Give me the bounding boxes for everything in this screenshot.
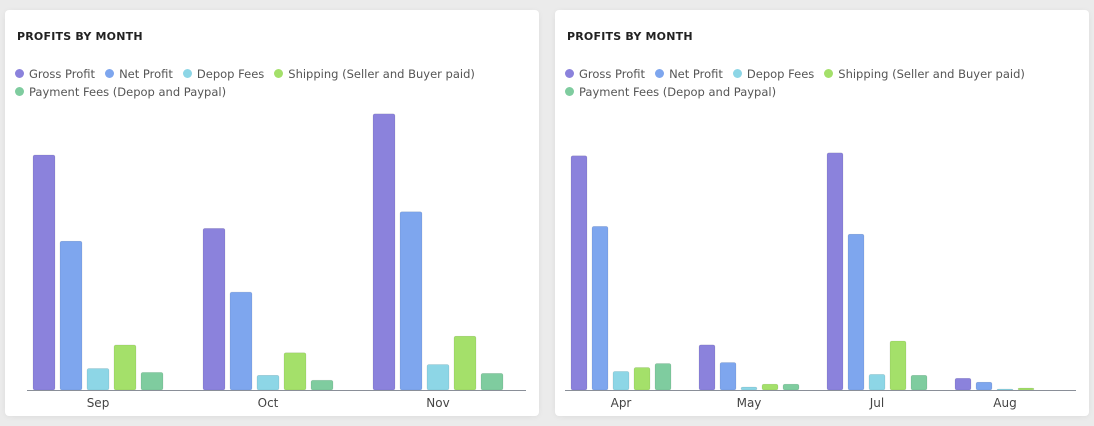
bar-net-profit-oct[interactable] [229,291,253,391]
bar-shipping-seller-and-buyer-paid-nov[interactable] [453,335,477,391]
bar-shipping-seller-and-buyer-paid-aug[interactable] [1017,387,1035,391]
bar-shipping-seller-and-buyer-paid-apr[interactable] [633,367,651,391]
chart-title: PROFITS BY MONTH [17,30,143,43]
bar-depop-fees-aug[interactable] [996,388,1014,391]
legend-item-gross-profit[interactable]: Gross Profit [565,66,645,81]
bar-gross-profit-may[interactable] [698,344,716,391]
bar-payment-fees-depop-and-paypal-may[interactable] [782,383,800,391]
x-tick-label: Apr [611,396,632,410]
bar-shipping-seller-and-buyer-paid-jul[interactable] [889,340,907,391]
bar-net-profit-may[interactable] [719,362,737,391]
bar-net-profit-aug[interactable] [975,381,993,391]
bar-net-profit-jul[interactable] [847,233,865,391]
bar-depop-fees-oct[interactable] [256,375,280,391]
chart-title: PROFITS BY MONTH [567,30,693,43]
legend-swatch [565,69,574,78]
legend-item-gross-profit[interactable]: Gross Profit [15,66,95,81]
bar-payment-fees-depop-and-paypal-nov[interactable] [480,373,504,391]
bar-payment-fees-depop-and-paypal-oct[interactable] [310,379,334,391]
legend-label: Net Profit [669,66,723,81]
legend-swatch [732,69,742,78]
bar-net-profit-apr[interactable] [591,226,609,391]
bar-net-profit-nov[interactable] [399,211,423,391]
legend-item-depop-fees[interactable]: Depop Fees [732,66,815,81]
legend-swatch [824,69,834,78]
bar-shipping-seller-and-buyer-paid-may[interactable] [761,383,779,391]
bar-shipping-seller-and-buyer-paid-sep[interactable] [113,344,137,391]
chart-panel-left: PROFITS BY MONTH Gross Profit Net Profit D… [5,10,539,416]
x-tick-label: Oct [258,396,279,410]
bar-depop-fees-sep[interactable] [86,368,110,391]
legend-label: Payment Fees (Depop and Paypal) [579,84,777,99]
chart-panel-right: PROFITS BY MONTH Gross Profit Net Profit D… [555,10,1089,416]
x-tick-label: May [737,396,762,410]
chart-legend: Gross Profit Net Profit Depop Fees Shipping… [15,66,520,99]
legend-label: Shipping (Seller and Buyer paid) [288,66,475,81]
legend-label: Shipping (Seller and Buyer paid) [838,66,1025,81]
legend-label: Net Profit [119,66,173,81]
bar-depop-fees-nov[interactable] [426,364,450,391]
bar-chart-plot: Sep Oct Nov [27,113,526,410]
x-tick-label: Aug [993,396,1016,410]
bar-depop-fees-may[interactable] [740,386,758,391]
bar-gross-profit-oct[interactable] [202,228,226,391]
legend-label: Gross Profit [579,66,646,81]
legend-item-payment-fees-depop-and-paypal[interactable]: Payment Fees (Depop and Paypal) [15,84,226,99]
bar-payment-fees-depop-and-paypal-apr[interactable] [654,363,672,391]
legend-label: Depop Fees [746,66,815,81]
legend-swatch [655,69,665,78]
legend-item-depop-fees[interactable]: Depop Fees [182,66,265,81]
bar-payment-fees-depop-and-paypal-jul[interactable] [910,374,928,391]
bar-net-profit-sep[interactable] [59,240,83,391]
legend-swatch [274,69,284,78]
legend-item-net-profit[interactable]: Net Profit [105,66,173,81]
legend-item-shipping-seller-and-buyer-paid[interactable]: Shipping (Seller and Buyer paid) [824,66,1025,81]
legend-item-net-profit[interactable]: Net Profit [655,66,723,81]
legend-label: Gross Profit [29,66,96,81]
bar-depop-fees-jul[interactable] [868,374,886,391]
bar-gross-profit-nov[interactable] [372,113,396,391]
legend-swatch [182,69,192,78]
bar-gross-profit-apr[interactable] [570,155,588,391]
x-tick-label: Nov [426,396,449,410]
bar-gross-profit-aug[interactable] [954,377,972,391]
legend-label: Depop Fees [196,66,265,81]
legend-item-shipping-seller-and-buyer-paid[interactable]: Shipping (Seller and Buyer paid) [274,66,475,81]
bar-gross-profit-jul[interactable] [826,152,844,391]
legend-swatch [105,69,115,78]
legend-swatch [15,69,24,78]
bar-shipping-seller-and-buyer-paid-oct[interactable] [283,352,307,391]
legend-swatch [15,87,24,96]
x-tick-label: Sep [87,396,110,410]
legend-label: Payment Fees (Depop and Paypal) [29,84,227,99]
x-tick-label: Jul [869,396,884,410]
bar-payment-fees-depop-and-paypal-sep[interactable] [140,372,164,391]
chart-legend: Gross Profit Net Profit Depop Fees Shipping… [565,66,1070,99]
legend-swatch [565,87,574,96]
legend-item-payment-fees-depop-and-paypal[interactable]: Payment Fees (Depop and Paypal) [565,84,776,99]
bar-chart-plot: Apr May Jul Aug [565,152,1076,410]
bar-depop-fees-apr[interactable] [612,371,630,391]
bar-gross-profit-sep[interactable] [32,154,56,391]
